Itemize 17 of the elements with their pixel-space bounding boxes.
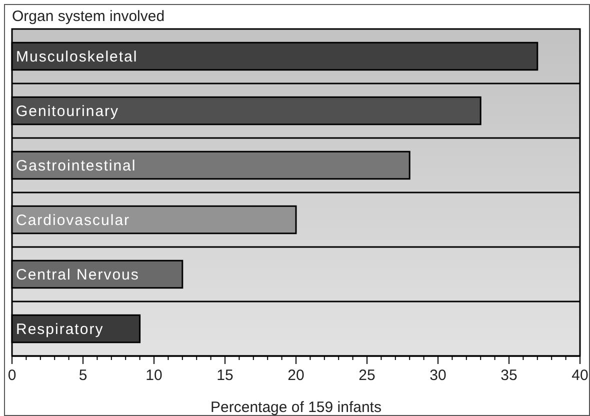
x-tick-label: 15 bbox=[216, 367, 234, 384]
x-tick-label: 40 bbox=[572, 367, 588, 384]
x-tick-label: 25 bbox=[358, 367, 376, 384]
x-tick-label: 20 bbox=[288, 367, 304, 384]
x-tick-label: 0 bbox=[8, 367, 16, 384]
x-tick-label: 5 bbox=[78, 367, 88, 384]
y-tick-label: Musculoskeletal bbox=[16, 48, 138, 66]
x-axis-title: Percentage of 159 infants bbox=[210, 399, 382, 416]
x-tick-label: 35 bbox=[500, 367, 518, 384]
y-tick-label: Respiratory bbox=[16, 321, 104, 338]
y-tick-label: Central Nervous bbox=[16, 266, 140, 284]
x-tick-label: 10 bbox=[146, 367, 162, 384]
y-tick-label: Cardiovascular bbox=[16, 212, 130, 229]
y-axis-title: Organ system involved bbox=[12, 8, 165, 25]
y-tick-label: Genitourinary bbox=[16, 103, 120, 120]
y-tick-label: Gastrointestinal bbox=[16, 158, 136, 174]
x-tick-label: 30 bbox=[430, 367, 446, 384]
